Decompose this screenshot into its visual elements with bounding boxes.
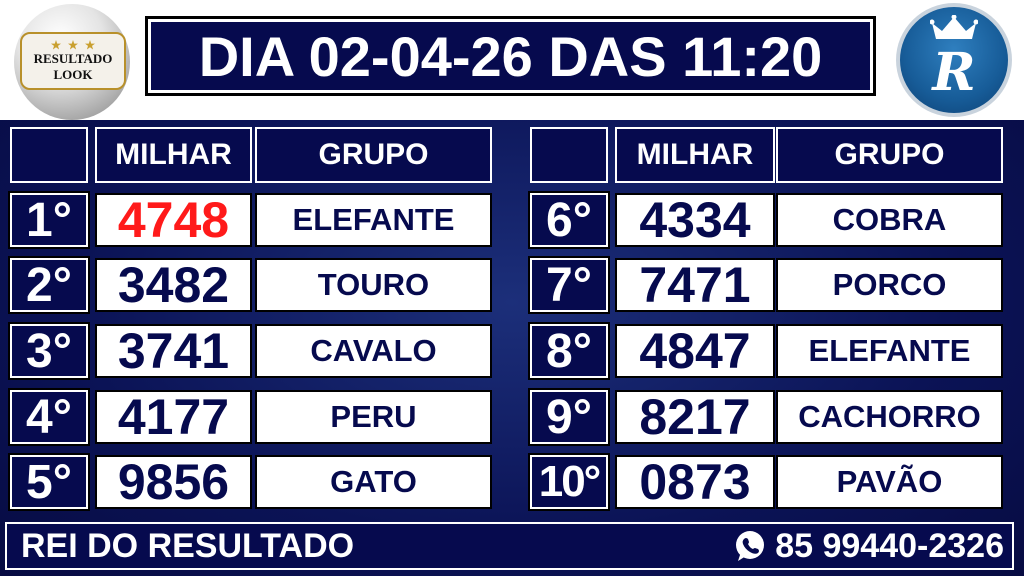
header-milhar: MILHAR [95,127,252,183]
footer-brand: REI DO RESULTADO [21,526,355,565]
milhar-cell: 3482 [95,258,252,312]
logo-text-line1: RESULTADO [33,50,113,66]
whatsapp-icon [736,531,765,561]
rank-cell: 1° [8,191,90,249]
milhar-cell: 9856 [95,455,252,509]
milhar-cell: 0873 [615,455,775,509]
phone-number: 85 99440-2326 [775,526,1004,565]
rank-cell: 5° [8,453,90,511]
grupo-cell: PERU [255,390,492,444]
resultado-look-logo: RESULTADO LOOK [14,4,130,120]
header-blank-cell [530,127,608,183]
header-grupo: GRUPO [776,127,1003,183]
footer-bar: REI DO RESULTADO 85 99440-2326 [5,522,1014,570]
header-grupo: GRUPO [255,127,492,183]
rank-cell: 8° [528,322,610,380]
stars-icon [51,39,95,49]
grupo-cell: PAVÃO [776,455,1003,509]
milhar-cell: 4847 [615,324,775,378]
header-blank-cell [10,127,88,183]
grupo-cell: CACHORRO [776,390,1003,444]
grupo-cell: COBRA [776,193,1003,247]
rank-cell: 3° [8,322,90,380]
title-box: DIA 02-04-26 DAS 11:20 [145,16,876,96]
footer-phone: 85 99440-2326 [733,527,1004,566]
grupo-cell: CAVALO [255,324,492,378]
logo-text-line2: LOOK [53,66,93,82]
milhar-cell: 3741 [95,324,252,378]
milhar-cell: 4177 [95,390,252,444]
milhar-cell: 4748 [95,193,252,247]
rank-cell: 7° [528,256,610,314]
rank-cell: 9° [528,388,610,446]
rei-logo: R [896,3,1012,117]
grupo-cell: ELEFANTE [255,193,492,247]
rank-cell: 6° [528,191,610,249]
crown-icon [930,15,978,39]
milhar-cell: 8217 [615,390,775,444]
grupo-cell: ELEFANTE [776,324,1003,378]
rank-cell: 10° [528,453,610,511]
grupo-cell: GATO [255,455,492,509]
rei-logo-letter: R [932,42,976,103]
header-milhar: MILHAR [615,127,775,183]
milhar-cell: 4334 [615,193,775,247]
grupo-cell: PORCO [776,258,1003,312]
grupo-cell: TOURO [255,258,492,312]
rank-cell: 4° [8,388,90,446]
rank-cell: 2° [8,256,90,314]
page-title: DIA 02-04-26 DAS 11:20 [151,22,870,90]
milhar-cell: 7471 [615,258,775,312]
